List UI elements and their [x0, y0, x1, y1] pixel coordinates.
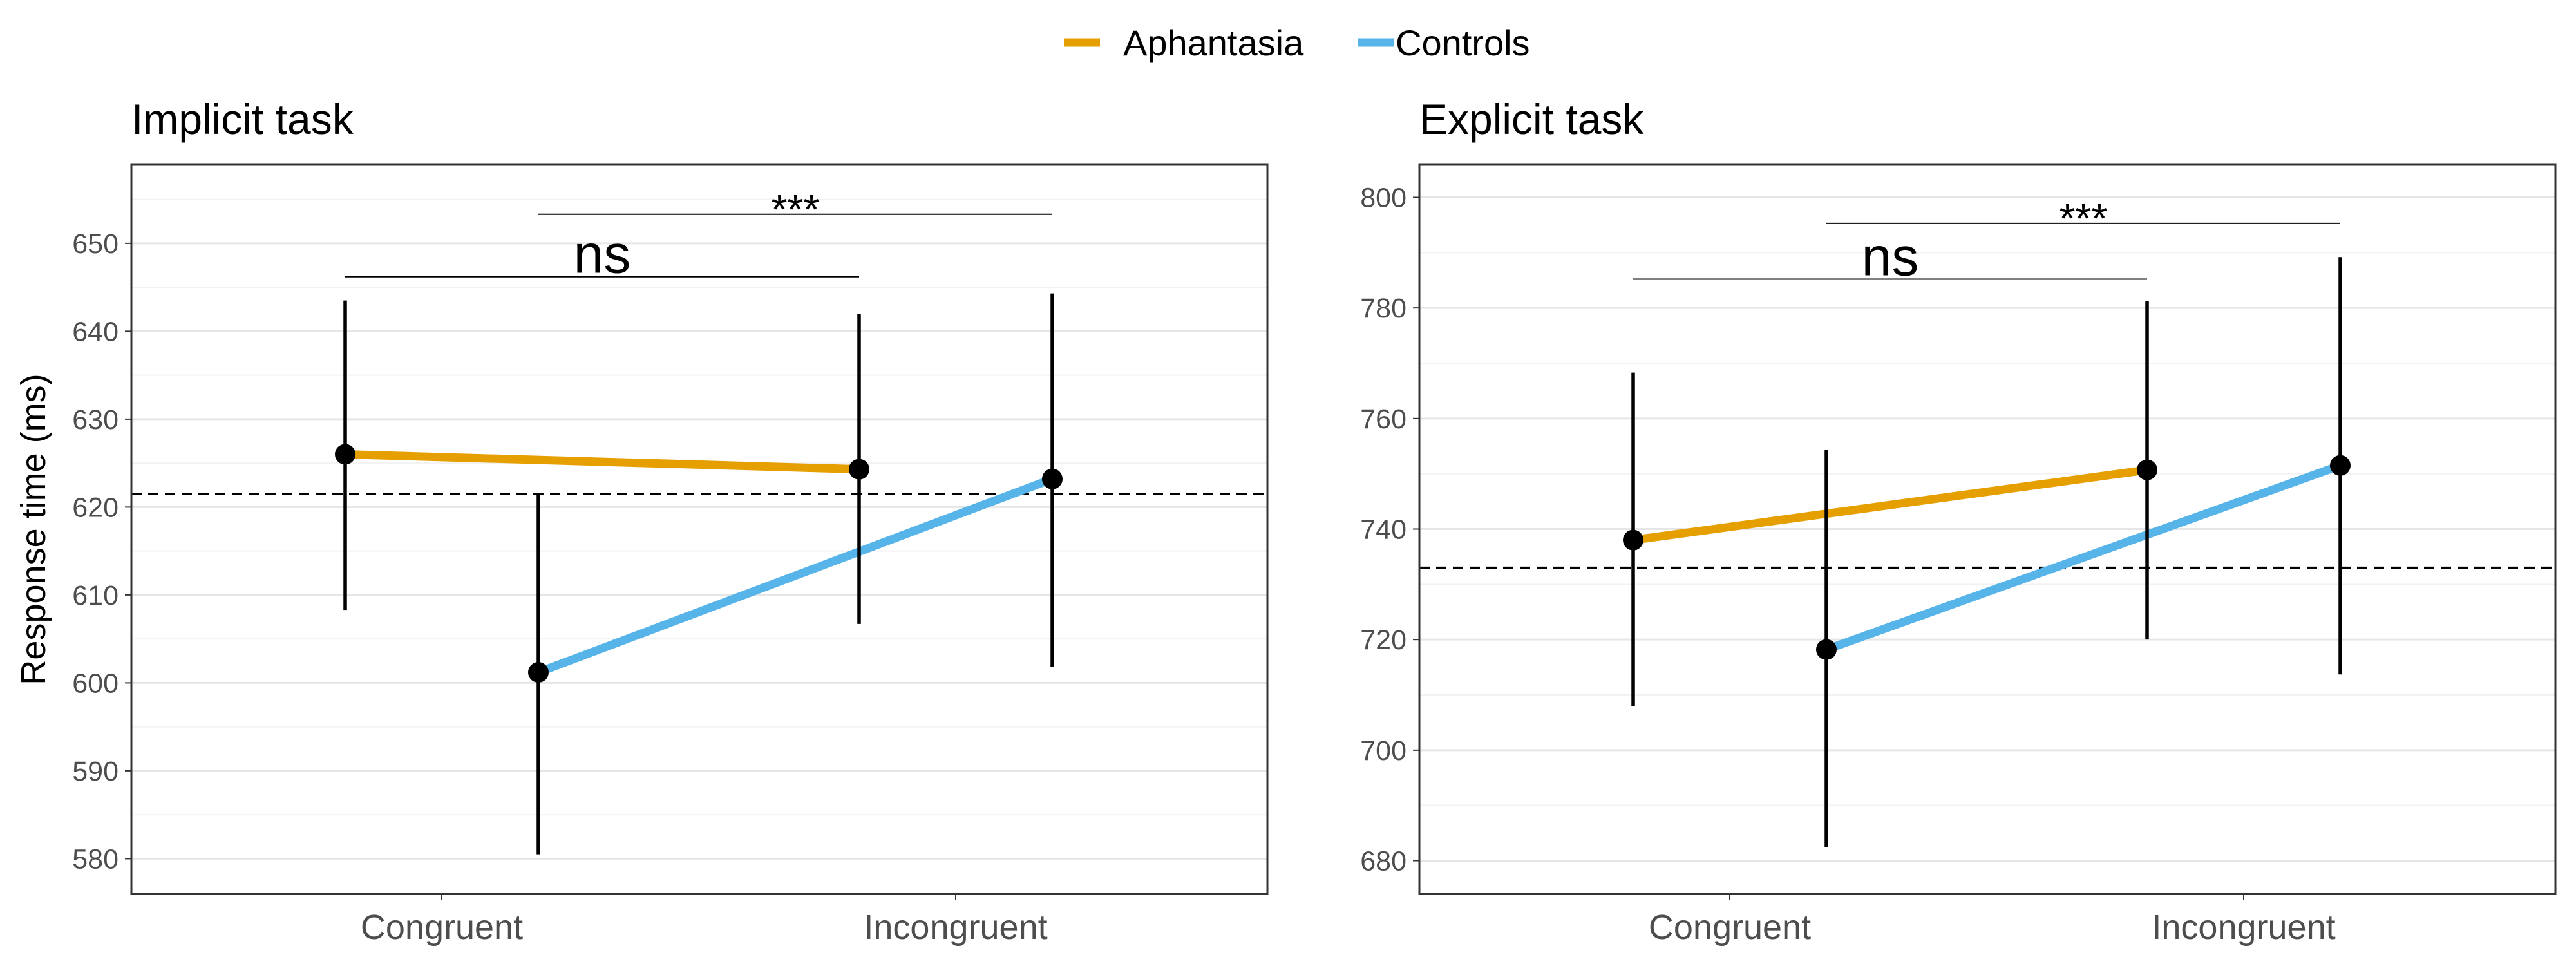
y-tick-label: 740	[1360, 515, 1406, 545]
point-aphantasia-congruent	[1623, 529, 1643, 551]
y-tick-label: 700	[1360, 735, 1406, 766]
y-tick-label: 640	[72, 316, 118, 347]
point-aphantasia-incongruent	[2137, 459, 2157, 480]
significance-label-1: ns	[1862, 227, 1919, 287]
panel-border	[1418, 163, 2557, 895]
y-tick-label: 620	[72, 492, 118, 523]
panel-explicit: Explicit task 680 700 720 740 760 780 800 Congr…	[1360, 95, 2557, 947]
y-tick-label: 720	[1360, 625, 1406, 656]
point-aphantasia-incongruent	[849, 459, 869, 480]
legend: Aphantasia Controls	[1064, 23, 1530, 63]
y-tick-label: 680	[1360, 846, 1406, 877]
significance-label-0: ***	[2060, 195, 2108, 242]
panel-implicit: Implicit task 580 590 600 610 620 630 640 650 Co…	[72, 95, 1269, 947]
series-line-aphantasia	[345, 450, 860, 474]
series-line-controls	[1824, 461, 2342, 654]
legend-label-aphantasia: Aphantasia	[1123, 23, 1304, 63]
y-tick-label: 630	[72, 404, 118, 435]
significance-label-1: ns	[574, 224, 631, 285]
y-axis-label: Response time (ms)	[14, 374, 53, 685]
point-controls-congruent	[1816, 639, 1837, 660]
point-controls-incongruent	[1042, 468, 1063, 489]
y-tick-label: 590	[72, 756, 118, 787]
significance-label-0: ***	[772, 186, 820, 232]
y-tick-label: 610	[72, 580, 118, 611]
point-controls-congruent	[528, 662, 549, 683]
point-aphantasia-congruent	[335, 444, 355, 465]
y-tick-label: 580	[72, 844, 118, 875]
x-tick-label-congruent: Congruent	[1649, 908, 1811, 947]
y-tick-label: 760	[1360, 404, 1406, 435]
legend-label-controls: Controls	[1396, 23, 1530, 63]
series-line-aphantasia	[1633, 466, 2148, 545]
panel-border	[130, 163, 1269, 895]
panel-title-implicit: Implicit task	[131, 95, 354, 143]
y-tick-label: 800	[1360, 183, 1406, 214]
y-tick-label: 780	[1360, 293, 1406, 324]
point-controls-incongruent	[2330, 455, 2351, 476]
x-tick-label-congruent: Congruent	[361, 908, 523, 947]
y-tick-label: 600	[72, 668, 118, 699]
panel-title-explicit: Explicit task	[1419, 95, 1644, 143]
y-tick-label: 650	[72, 229, 118, 260]
x-tick-label-incongruent: Incongruent	[864, 908, 1047, 947]
series-line-controls	[536, 475, 1054, 677]
x-tick-label-incongruent: Incongruent	[2152, 908, 2335, 947]
